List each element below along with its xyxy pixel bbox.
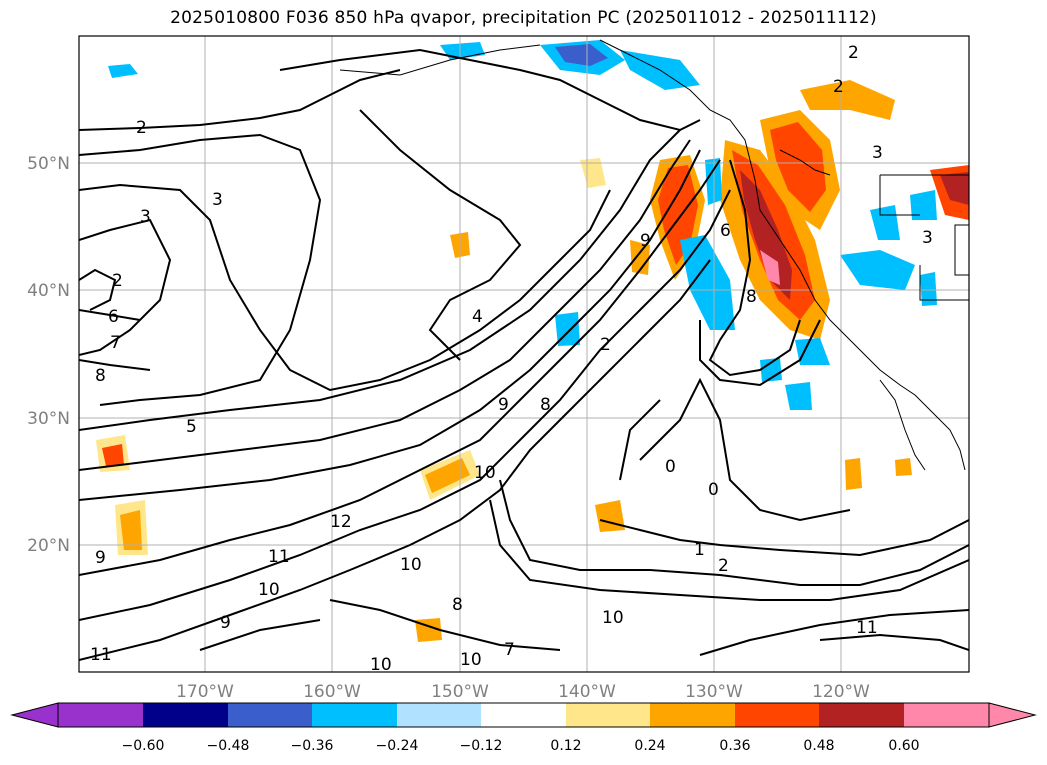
- map-title: 2025010800 F036 850 hPa qvapor, precipit…: [170, 8, 877, 28]
- longitude-labels: 170°W 160°W 150°W 140°W 130°W 120°W: [176, 682, 870, 702]
- contour-label: 2: [833, 77, 844, 97]
- map-panel: [79, 36, 969, 672]
- contour-label: 2: [136, 118, 147, 138]
- colorbar-bin: [735, 703, 819, 727]
- contour-label: 11: [268, 547, 290, 567]
- contour-label: 3: [140, 207, 151, 227]
- contour-label: 2: [600, 335, 611, 355]
- contour-label: 12: [330, 512, 352, 532]
- contour-label: 3: [922, 228, 933, 248]
- lat-tick-label: 20°N: [27, 536, 70, 556]
- colorbar-tick-label: −0.36: [291, 738, 334, 754]
- contour-label: 3: [872, 143, 883, 163]
- contour-label: 8: [540, 395, 551, 415]
- contour-label: 9: [95, 548, 106, 568]
- contour-label: 9: [640, 231, 651, 251]
- colorbar-ticks: −0.60 −0.48 −0.36 −0.24 −0.12 0.12 0.24 …: [122, 738, 920, 754]
- colorbar-tick-label: 0.60: [888, 738, 919, 754]
- contour-label: 6: [108, 307, 119, 327]
- contour-label: 11: [90, 645, 112, 665]
- contour-label: 10: [370, 655, 392, 675]
- coastlines: [339, 39, 969, 471]
- contour-label: 0: [708, 480, 719, 500]
- contour-label: 9: [498, 395, 509, 415]
- contour-label: 8: [452, 595, 463, 615]
- lon-tick-label: 130°W: [685, 682, 743, 702]
- colorbar-bin: [566, 703, 650, 727]
- contour-label: 2: [718, 556, 729, 576]
- contour-label: 2: [848, 43, 859, 63]
- colorbar-tick-label: 0.48: [803, 738, 834, 754]
- lon-tick-label: 120°W: [812, 682, 870, 702]
- contour-label: 8: [95, 366, 106, 386]
- colorbar-extend-high: [988, 702, 1037, 728]
- lat-tick-label: 40°N: [27, 281, 70, 301]
- colorbar-bin: [904, 703, 989, 727]
- colorbar: −0.60 −0.48 −0.36 −0.24 −0.12 0.12 0.24 …: [10, 702, 1037, 754]
- contour-label: 7: [504, 640, 515, 660]
- colorbar-bin: [228, 703, 312, 727]
- contour-label: 9: [220, 613, 231, 633]
- contour-label: 5: [186, 417, 197, 437]
- contour-label: 6: [720, 221, 731, 241]
- latitude-labels: 50°N 40°N 30°N 20°N: [27, 154, 70, 556]
- colorbar-bin: [58, 703, 143, 727]
- colorbar-tick-label: 0.36: [719, 738, 750, 754]
- contour-label: 11: [856, 618, 878, 638]
- colorbar-bin: [481, 703, 566, 727]
- lon-tick-label: 140°W: [558, 682, 616, 702]
- colorbar-bin: [397, 703, 481, 727]
- colorbar-tick-label: 0.12: [550, 738, 581, 754]
- contour-label: 0: [665, 457, 676, 477]
- lat-tick-label: 30°N: [27, 409, 70, 429]
- lon-tick-label: 150°W: [431, 682, 489, 702]
- lon-tick-label: 160°W: [303, 682, 361, 702]
- contour-label: 10: [474, 463, 496, 483]
- contour-label: 10: [258, 580, 280, 600]
- colorbar-outline: [57, 702, 990, 728]
- lat-tick-label: 50°N: [27, 154, 70, 174]
- colorbar-tick-label: −0.12: [460, 738, 503, 754]
- colorbar-tick-label: −0.24: [376, 738, 419, 754]
- contour-label: 10: [400, 555, 422, 575]
- contour-labels: 2 3 3 2 6 7 8 5 4 9 8 10 11 10 9 10 8 7 …: [90, 43, 933, 675]
- colorbar-bin: [143, 703, 228, 727]
- precip-shading: [96, 40, 969, 642]
- colorbar-bin: [312, 703, 397, 727]
- colorbar-tick-label: −0.48: [207, 738, 250, 754]
- colorbar-extend-low: [10, 702, 59, 728]
- contour-label: 1: [694, 540, 705, 560]
- contour-label: 4: [472, 307, 483, 327]
- qvapor-contours: [79, 48, 969, 661]
- colorbar-bin: [650, 703, 735, 727]
- contour-label: 8: [746, 287, 757, 307]
- contour-label: 3: [212, 190, 223, 210]
- colorbar-bin: [819, 703, 904, 727]
- contour-label: 10: [460, 650, 482, 670]
- contour-label: 7: [110, 333, 121, 353]
- colorbar-tick-label: 0.24: [634, 738, 665, 754]
- colorbar-tick-label: −0.60: [122, 738, 165, 754]
- contour-label: 10: [602, 608, 624, 628]
- map-frame: [78, 35, 970, 673]
- contour-label: 2: [112, 271, 123, 291]
- graticule: [79, 36, 969, 672]
- lon-tick-label: 170°W: [176, 682, 234, 702]
